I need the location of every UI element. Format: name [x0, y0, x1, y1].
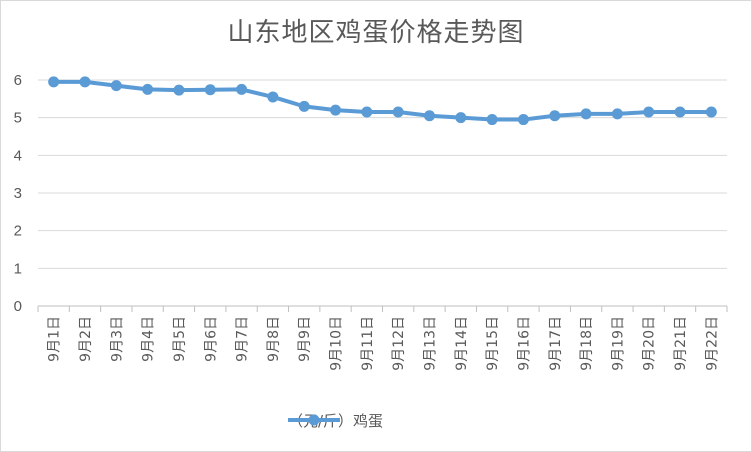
- data-point: [517, 114, 529, 126]
- data-point: [204, 84, 216, 96]
- x-tick-label: 9月1日: [47, 316, 63, 362]
- data-point: [330, 104, 342, 116]
- data-point: [361, 106, 373, 118]
- x-tick-label: 9月20日: [642, 316, 658, 371]
- x-tick-label: 9月19日: [610, 316, 626, 371]
- data-point: [580, 108, 592, 120]
- x-tick-label: 9月15日: [485, 316, 501, 371]
- data-point: [643, 106, 655, 118]
- x-tick-label: 9月9日: [297, 316, 313, 362]
- y-tick-label: 3: [14, 185, 22, 202]
- x-tick-label: 9月6日: [203, 316, 219, 362]
- data-point: [142, 83, 154, 95]
- data-point: [236, 83, 248, 95]
- x-tick-label: 9月13日: [422, 316, 438, 371]
- data-point: [110, 80, 122, 92]
- x-tick-label: 9月14日: [454, 316, 470, 371]
- y-tick-label: 5: [14, 110, 22, 127]
- x-tick-label: 9月3日: [109, 316, 125, 362]
- legend: （元/斤）鸡蛋: [288, 408, 383, 432]
- chart-title: 山东地区鸡蛋价格走势图: [227, 18, 525, 48]
- x-tick-label: 9月4日: [141, 316, 157, 362]
- x-tick-label: 9月21日: [673, 316, 689, 371]
- series-line: [51, 79, 714, 122]
- x-tick-label: 9月8日: [266, 316, 282, 362]
- data-point: [423, 110, 435, 122]
- x-tick-label: 9月2日: [78, 316, 94, 362]
- y-tick-label: 1: [14, 260, 22, 277]
- y-tick-label: 4: [14, 147, 22, 164]
- x-tick-label: 9月22日: [704, 316, 720, 371]
- legend-series-swatch: [288, 414, 340, 426]
- data-point: [173, 84, 185, 96]
- x-tick-label: 9月16日: [516, 316, 532, 371]
- data-point: [674, 106, 686, 118]
- data-point: [48, 76, 60, 88]
- x-tick-label: 9月18日: [579, 316, 595, 371]
- x-tick-label: 9月12日: [391, 316, 407, 371]
- y-tick-label: 6: [14, 72, 22, 89]
- data-point: [549, 110, 561, 122]
- data-point: [392, 106, 404, 118]
- x-tick-label: 9月11日: [360, 316, 376, 371]
- x-tick-label: 9月5日: [172, 316, 188, 362]
- data-point: [455, 112, 467, 124]
- data-point: [267, 91, 279, 103]
- data-point: [705, 106, 717, 118]
- y-tick-label: 2: [14, 223, 22, 240]
- y-tick-label: 0: [14, 298, 22, 315]
- data-point: [486, 114, 498, 126]
- data-point: [298, 100, 310, 112]
- data-point: [79, 76, 91, 88]
- x-tick-label: 9月7日: [235, 316, 251, 362]
- x-tick-label: 9月10日: [329, 316, 345, 371]
- data-point: [611, 108, 623, 120]
- x-tick-label: 9月17日: [548, 316, 564, 371]
